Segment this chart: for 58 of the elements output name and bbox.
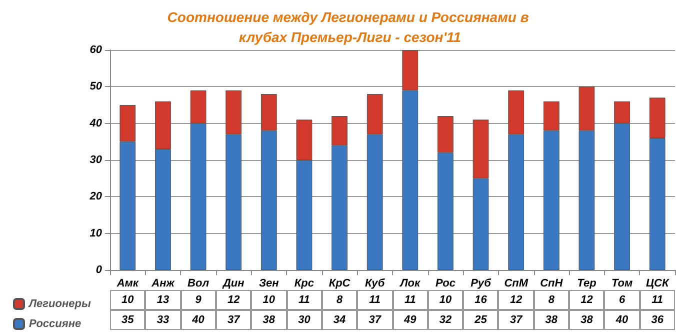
y-tick-label: 30	[90, 154, 103, 166]
data-label: 12	[569, 290, 604, 310]
data-label: 38	[251, 310, 287, 330]
x-tick-label: СпМ	[504, 278, 529, 290]
data-label: 16	[463, 290, 498, 310]
x-tick-label: СпН	[540, 278, 564, 290]
y-tick-label: 10	[90, 227, 103, 240]
data-label: 34	[322, 310, 358, 330]
data-label: 37	[357, 310, 392, 330]
x-tick-label: Вол	[188, 278, 210, 290]
data-label: 10	[428, 290, 464, 310]
data-label: 11	[286, 290, 322, 310]
x-tick-label: Лок	[399, 278, 422, 290]
data-label: 38	[569, 310, 604, 330]
data-label: 11	[392, 290, 428, 310]
x-tick-label: Куб	[365, 278, 386, 290]
data-label: 6	[604, 290, 640, 310]
x-tick-label: ЦСК	[646, 278, 670, 290]
y-tick-label: 0	[96, 264, 103, 276]
x-tick-label: Тер	[577, 278, 597, 290]
data-label: 8	[322, 290, 358, 310]
data-label: 30	[286, 310, 322, 330]
data-label: 38	[534, 310, 570, 330]
data-label: 37	[216, 310, 252, 330]
data-label: 32	[428, 310, 464, 330]
data-label: 37	[498, 310, 534, 330]
x-tick-label: Крс	[294, 278, 314, 290]
data-label: 13	[145, 290, 181, 310]
x-tick-label: КрС	[328, 278, 352, 290]
data-label: 11	[640, 290, 675, 310]
x-tick-label: Анж	[150, 278, 176, 290]
data-label: 10	[251, 290, 287, 310]
data-label: 33	[145, 310, 181, 330]
x-tick-label: Амк	[116, 278, 140, 290]
y-tick-label: 60	[90, 44, 103, 56]
legend-label: Легионеры	[28, 298, 92, 310]
data-label: 9	[180, 290, 216, 310]
data-label: 11	[357, 290, 392, 310]
chart-title: Соотношение между Легионерами и Россиянами в клубах Премьер-Лиги - сезон'11	[167, 9, 533, 45]
x-tick-label: Руб	[470, 278, 492, 290]
x-tick-label: Зен	[258, 278, 280, 290]
legend-label: Россияне	[29, 318, 82, 330]
data-label: 40	[604, 310, 640, 330]
data-label: 8	[534, 290, 570, 310]
data-label: 36	[640, 310, 675, 330]
x-tick-label: Том	[611, 278, 633, 290]
data-label: 25	[463, 310, 498, 330]
data-label: 35	[110, 310, 146, 330]
y-tick-label: 20	[88, 190, 103, 203]
data-label: 10	[110, 290, 146, 310]
data-label: 12	[498, 290, 534, 310]
x-tick-label: Рос	[435, 278, 456, 290]
x-tick-label: Дин	[222, 278, 245, 290]
data-label: 49	[392, 310, 428, 330]
y-tick-label: 50	[90, 80, 103, 93]
y-tick-label: 40	[88, 117, 103, 130]
data-label: 40	[180, 310, 216, 330]
data-label: 12	[216, 290, 252, 310]
